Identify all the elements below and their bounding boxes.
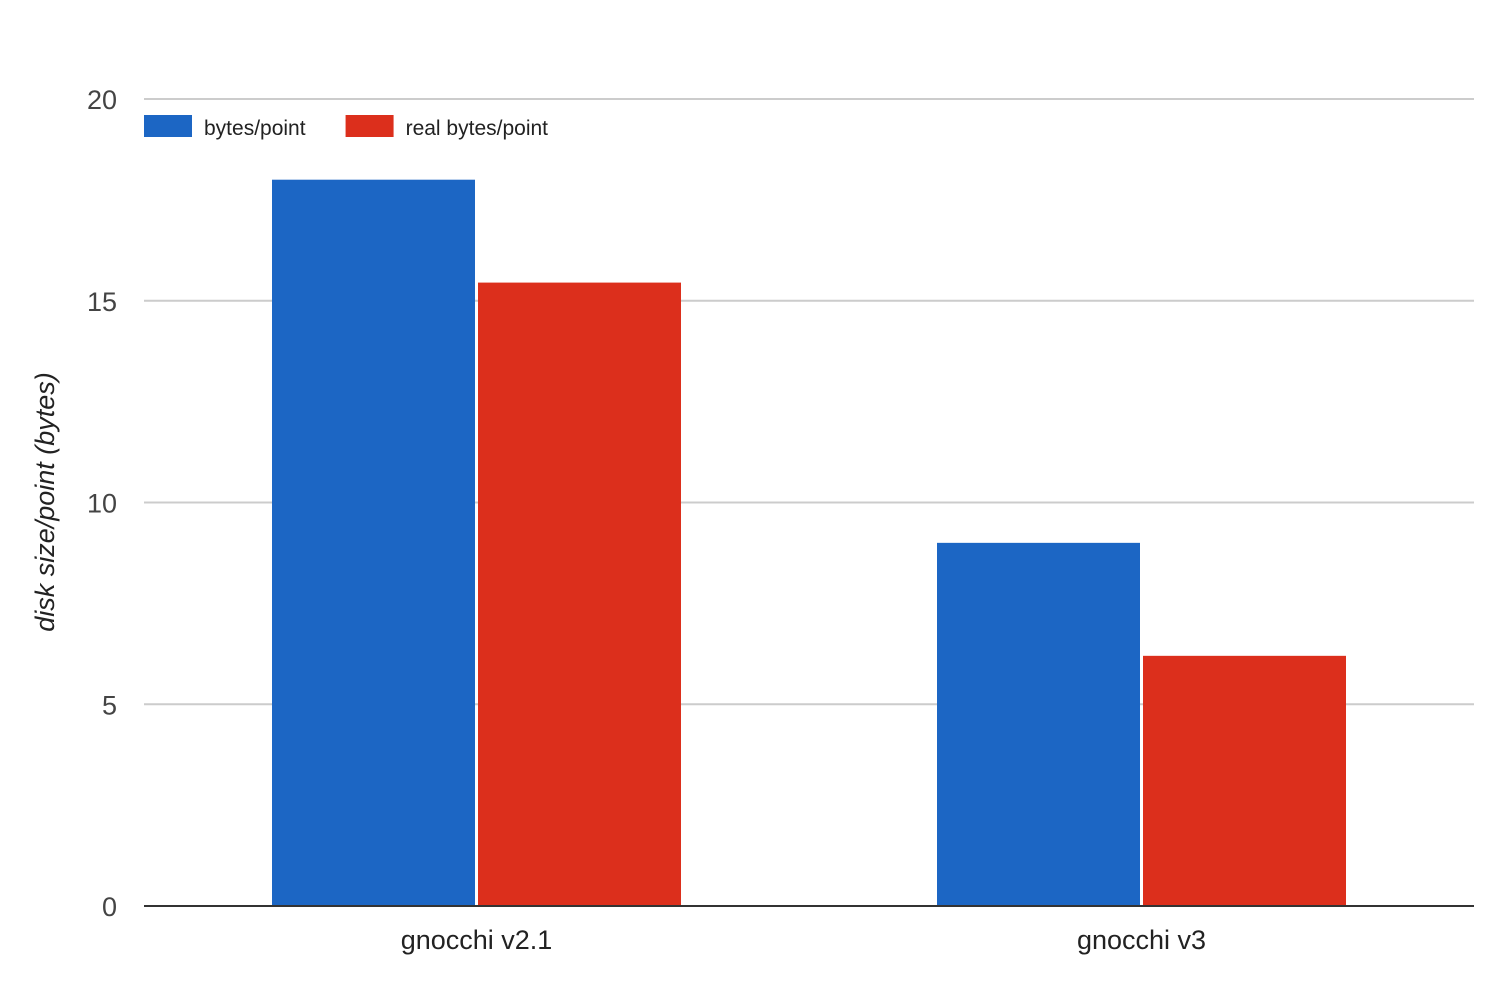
bar-real-bytes-point-0	[478, 282, 681, 906]
x-axis-ticks: gnocchi v2.1 gnocchi v3	[401, 925, 1206, 955]
y-tick-label: 10	[87, 489, 117, 519]
y-tick-label: 20	[87, 85, 117, 115]
bar-bytes-point-1	[937, 542, 1140, 906]
legend: bytes/point real bytes/point	[144, 115, 548, 140]
y-tick-label: 5	[102, 690, 117, 720]
x-tick-label: gnocchi v2.1	[401, 925, 553, 955]
y-axis-title: disk size/point (bytes)	[30, 372, 60, 632]
bar-bytes-point-0	[272, 179, 475, 906]
legend-swatch	[345, 115, 394, 137]
bars	[272, 179, 1346, 906]
legend-swatch	[144, 115, 192, 137]
y-axis-ticks: 0 5 10 15 20	[87, 85, 117, 922]
x-tick-label: gnocchi v3	[1077, 925, 1206, 955]
legend-label: real bytes/point	[406, 117, 549, 140]
y-tick-label: 15	[87, 287, 117, 317]
bar-real-bytes-point-1	[1143, 655, 1346, 906]
y-tick-label: 0	[102, 892, 117, 922]
legend-label: bytes/point	[204, 117, 306, 140]
